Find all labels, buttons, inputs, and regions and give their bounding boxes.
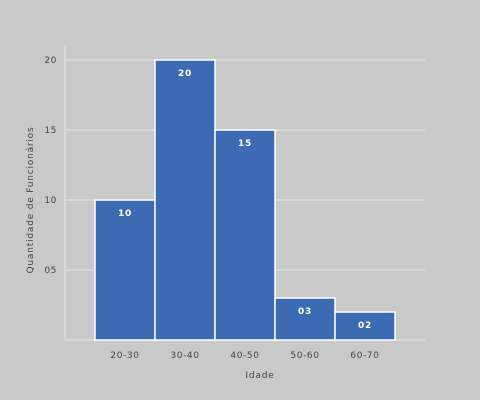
- labels: 05 10 15 20 10 20-30 20 30-40 15 40-50 03 50-60 02 60…: [44, 56, 379, 361]
- y-tick-label: 15: [44, 126, 57, 136]
- bar-data-label: 15: [238, 139, 252, 149]
- x-tick-label: 60-70: [350, 351, 379, 361]
- bar: [334, 311, 396, 341]
- x-axis-title: Idade: [245, 371, 274, 381]
- bars: [94, 59, 396, 341]
- bar: [154, 59, 216, 341]
- x-tick-label: 20-30: [110, 351, 139, 361]
- bar: [94, 199, 156, 341]
- bar-data-label: 02: [358, 321, 372, 331]
- y-axis-title: Quantidade de Funcionários: [26, 127, 36, 274]
- y-tick-label: 20: [44, 56, 57, 66]
- bar: [274, 297, 336, 341]
- x-tick-label: 30-40: [170, 351, 199, 361]
- bar-data-label: 03: [298, 307, 312, 317]
- y-tick-label: 05: [44, 266, 57, 276]
- x-tick-label: 40-50: [230, 351, 259, 361]
- bar-data-label: 10: [118, 209, 132, 219]
- bar-data-label: 20: [178, 69, 192, 79]
- y-tick-label: 10: [44, 196, 57, 206]
- bar: [214, 129, 276, 341]
- x-tick-label: 50-60: [290, 351, 319, 361]
